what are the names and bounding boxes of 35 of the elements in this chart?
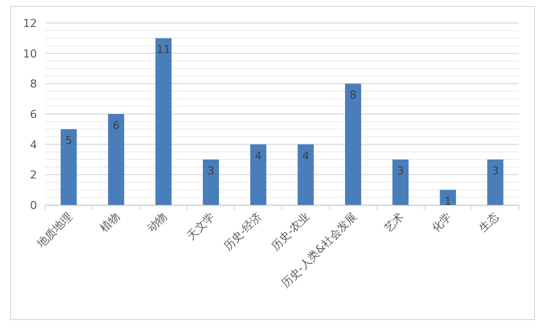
data-label: 4 (302, 149, 310, 162)
bar (250, 144, 266, 205)
x-tick-label: 植物 (97, 210, 122, 235)
data-label: 5 (65, 134, 72, 148)
x-tick-label: 生态 (476, 210, 502, 235)
bar (440, 190, 456, 205)
bar (392, 160, 409, 205)
bar (202, 160, 219, 205)
y-tick-label: 12 (23, 17, 37, 30)
y-tick-label: 0 (30, 199, 37, 212)
bar (60, 129, 77, 205)
y-tick-label: 6 (30, 108, 37, 121)
bar (345, 84, 362, 205)
data-label: 3 (397, 164, 404, 178)
y-tick-label: 2 (30, 168, 37, 182)
data-label: 8 (350, 88, 357, 102)
y-tick-label: 10 (23, 47, 37, 60)
data-label: 4 (254, 149, 262, 162)
data-label: 6 (112, 119, 120, 132)
x-tick-label: 天文学 (184, 210, 218, 242)
x-tick-label: 动物 (144, 210, 170, 235)
x-tick-label: 化学 (429, 210, 454, 235)
bar (155, 38, 172, 205)
x-tick-label: 地质地理 (34, 210, 75, 251)
x-tick-label: 历史-经济 (221, 210, 264, 254)
data-label: 11 (156, 43, 170, 56)
data-label: 3 (207, 164, 214, 178)
data-label: 3 (492, 164, 499, 178)
bar (298, 144, 314, 205)
data-label: 1 (444, 194, 452, 208)
y-tick-label: 4 (30, 138, 37, 152)
bar (108, 114, 124, 205)
y-tick-label: 8 (30, 78, 37, 91)
bar (487, 160, 504, 205)
x-tick-label: 艺术 (382, 210, 407, 235)
